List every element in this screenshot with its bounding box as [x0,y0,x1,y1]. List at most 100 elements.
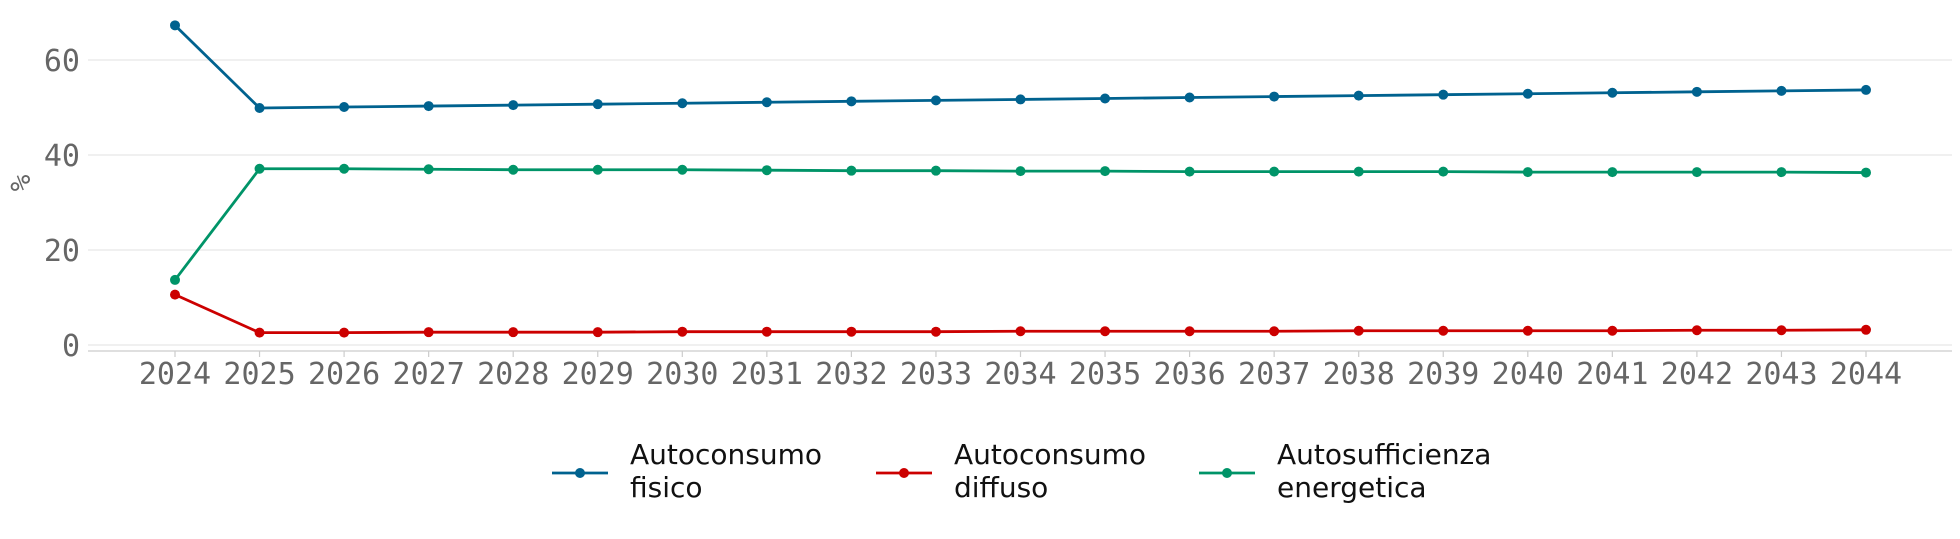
legend-entry: Autoconsumo fisico [552,438,822,504]
data-point [1184,326,1195,337]
data-point [761,97,772,108]
series-1 [170,20,1871,113]
data-point [1522,325,1533,336]
data-point [761,165,772,176]
legend-marker [1222,468,1232,478]
legend-entry: Autosufficienza energetica [1199,438,1491,504]
data-point [339,327,350,338]
x-tick-label: 2032 [815,357,887,392]
data-point [846,326,857,337]
x-tick-label: 2031 [731,357,803,392]
x-tick-label: 2030 [646,357,718,392]
data-point [1353,90,1364,101]
x-tick-label: 2024 [139,357,211,392]
data-point [339,102,350,113]
x-tick-label: 2041 [1576,357,1648,392]
data-point [1691,86,1702,97]
data-point [930,95,941,106]
data-point [170,274,180,285]
y-tick-label: 0 [62,329,80,364]
data-point [1015,94,1026,105]
legend-label: Autoconsumo diffuso [954,438,1146,504]
data-point [677,326,688,337]
data-point [1607,87,1618,98]
data-point [423,164,434,175]
data-point [1522,88,1533,99]
legend-label-line: Autoconsumo [630,438,822,471]
data-point [1438,89,1449,100]
data-point [1184,166,1195,177]
legend-label-line: fisico [630,471,703,504]
x-tick-label: 2027 [393,357,465,392]
data-point [1607,167,1618,178]
x-tick-label: 2025 [223,357,295,392]
x-tick-label: 2036 [1153,357,1225,392]
data-point [423,101,434,112]
data-point [1269,326,1280,337]
data-point [170,20,180,31]
data-point [508,100,519,111]
legend-label-line: Autoconsumo [954,438,1146,471]
legend-label: Autosufficienza energetica [1277,438,1491,504]
data-point [677,98,688,109]
legend-label-line: energetica [1277,471,1427,504]
x-tick-label: 2035 [1069,357,1141,392]
data-point [254,102,265,113]
x-tick-label: 2029 [562,357,634,392]
x-tick-label: 2026 [308,357,380,392]
x-tick-label: 2038 [1323,357,1395,392]
legend-marker [575,468,585,478]
data-point [339,163,350,174]
data-point [592,99,603,110]
x-tick-label: 2044 [1830,357,1902,392]
x-tick-label: 2039 [1407,357,1479,392]
data-point [1438,325,1449,336]
x-tick-labels: 2024 2025 2026 2027 2028 2029 2030 2031 2032 2033… [139,351,1902,392]
legend-marker [899,468,909,478]
series-line [173,167,1867,281]
data-point [1776,85,1787,96]
data-point [677,164,688,175]
data-point [1269,166,1280,177]
data-point [930,165,941,176]
data-point [1353,325,1364,336]
x-tick-label: 2040 [1492,357,1564,392]
data-point [1776,167,1787,178]
data-point [1691,167,1702,178]
data-point [1861,167,1871,178]
data-point [1269,91,1280,102]
data-point [592,164,603,175]
data-point [846,96,857,107]
y-tick-label: 60 [44,44,80,79]
legend-label-line: diffuso [954,471,1048,504]
data-point [254,327,265,338]
x-tick-label: 2033 [900,357,972,392]
y-axis-label: % [4,174,37,191]
data-point [1184,92,1195,103]
data-point [1861,324,1871,335]
y-tick-labels: 0 20 40 60 [44,44,80,364]
y-tick-label: 20 [44,234,80,269]
data-point [254,163,265,174]
data-point [1100,166,1111,177]
data-point [1015,326,1026,337]
data-point [1691,325,1702,336]
legend-label-line: Autosufficienza [1277,438,1491,471]
data-point [846,165,857,176]
x-tick-label: 2028 [477,357,549,392]
data-point [761,326,772,337]
x-tick-label: 2034 [984,357,1056,392]
data-point [1522,167,1533,178]
data-point [1015,166,1026,177]
data-point [1861,84,1871,95]
grid [88,59,1952,346]
data-point [930,326,941,337]
x-tick-label: 2037 [1238,357,1310,392]
data-point [1100,93,1111,104]
x-tick-label: 2043 [1745,357,1817,392]
legend-entry: Autoconsumo diffuso [876,438,1146,504]
series-3 [170,163,1871,285]
y-tick-label: 40 [44,139,80,174]
